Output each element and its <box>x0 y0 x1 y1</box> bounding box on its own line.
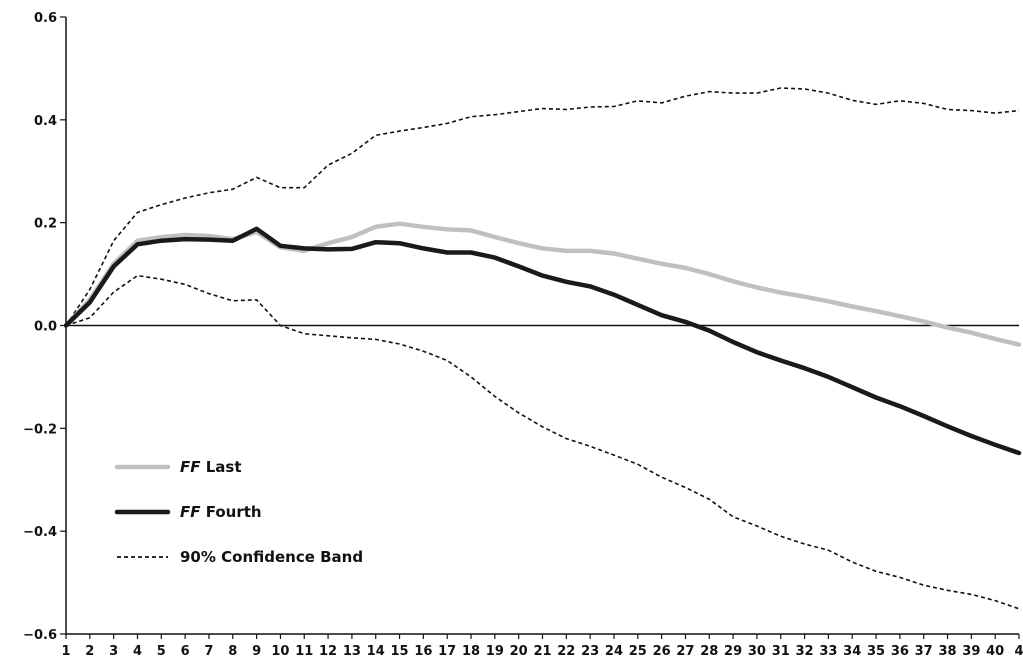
y-tick-label: 0.6 <box>34 11 57 26</box>
x-tick-label: 26 <box>653 644 671 659</box>
x-tick-label: 5 <box>157 644 166 659</box>
legend-label: FF Last <box>180 458 242 476</box>
legend-label-italic: FF <box>180 503 201 521</box>
y-tick-label: −0.2 <box>23 422 57 437</box>
x-tick-label: 25 <box>629 644 647 659</box>
x-tick-label: 40 <box>986 644 1004 659</box>
x-tick-label: 15 <box>391 644 409 659</box>
x-tick-label: 8 <box>228 644 237 659</box>
confidence-band-upper-line <box>65 87 1020 326</box>
confidence-band-lower-line <box>65 274 1020 610</box>
x-tick-label: 12 <box>319 644 337 659</box>
x-tick-label: 22 <box>557 644 575 659</box>
x-tick-label: 23 <box>581 644 599 659</box>
axes: 0.60.40.20.0−0.2−0.4−0.61 2 3 4 5 6 7 8 9 10 11 12 1… <box>23 11 1023 659</box>
y-tick-label: 0.2 <box>34 217 57 232</box>
x-tick-label: 16 <box>414 644 432 659</box>
x-tick-label: 17 <box>438 644 456 659</box>
y-tick-label: 0.4 <box>34 114 57 129</box>
x-tick-label: 10 <box>271 644 289 659</box>
x-tick-label: 6 <box>181 644 190 659</box>
x-tick-label: 39 <box>962 644 980 659</box>
x-tick-label: 31 <box>772 644 790 659</box>
x-tick-label: 33 <box>819 644 837 659</box>
x-tick-label: 27 <box>676 644 694 659</box>
legend-label: FF Fourth <box>180 503 262 521</box>
x-tick-label: 7 <box>204 644 213 659</box>
x-tick-label: 34 <box>843 644 861 659</box>
x-tick-label: 9 <box>252 644 261 659</box>
x-tick-label: 35 <box>867 644 885 659</box>
y-tick-label: −0.4 <box>23 525 57 540</box>
x-tick-label: 32 <box>796 644 814 659</box>
x-tick-label: 18 <box>462 644 480 659</box>
ff-fourth-line <box>63 226 1022 456</box>
x-tick-label: 29 <box>724 644 742 659</box>
x-tick-label: 19 <box>486 644 504 659</box>
y-tick-label: −0.6 <box>23 628 57 643</box>
x-tick-label: 24 <box>605 644 623 659</box>
legend-label-text: Fourth <box>201 503 262 521</box>
x-tick-label: 38 <box>938 644 956 659</box>
x-tick-label: 1 <box>61 644 70 659</box>
ff-last-line <box>63 221 1022 347</box>
x-tick-label: 2 <box>85 644 94 659</box>
y-tick-label: 0.0 <box>34 320 57 335</box>
legend-label-text: Last <box>201 458 242 476</box>
x-tick-label: 37 <box>915 644 933 659</box>
x-tick-label: 20 <box>510 644 528 659</box>
x-tick-label: 30 <box>748 644 766 659</box>
x-tick-label: 4 <box>1014 644 1023 659</box>
x-tick-label: 28 <box>700 644 718 659</box>
series-layer <box>63 87 1022 610</box>
x-tick-label: 36 <box>891 644 909 659</box>
x-tick-label: 11 <box>295 644 313 659</box>
x-tick-label: 3 <box>109 644 118 659</box>
legend-label-italic: FF <box>180 458 201 476</box>
x-tick-label: 14 <box>367 644 385 659</box>
legend-label: 90% Confidence Band <box>180 548 363 566</box>
x-tick-label: 21 <box>533 644 551 659</box>
x-tick-label: 4 <box>133 644 142 659</box>
legend-label-text: 90% Confidence Band <box>180 548 363 566</box>
x-tick-label: 13 <box>343 644 361 659</box>
